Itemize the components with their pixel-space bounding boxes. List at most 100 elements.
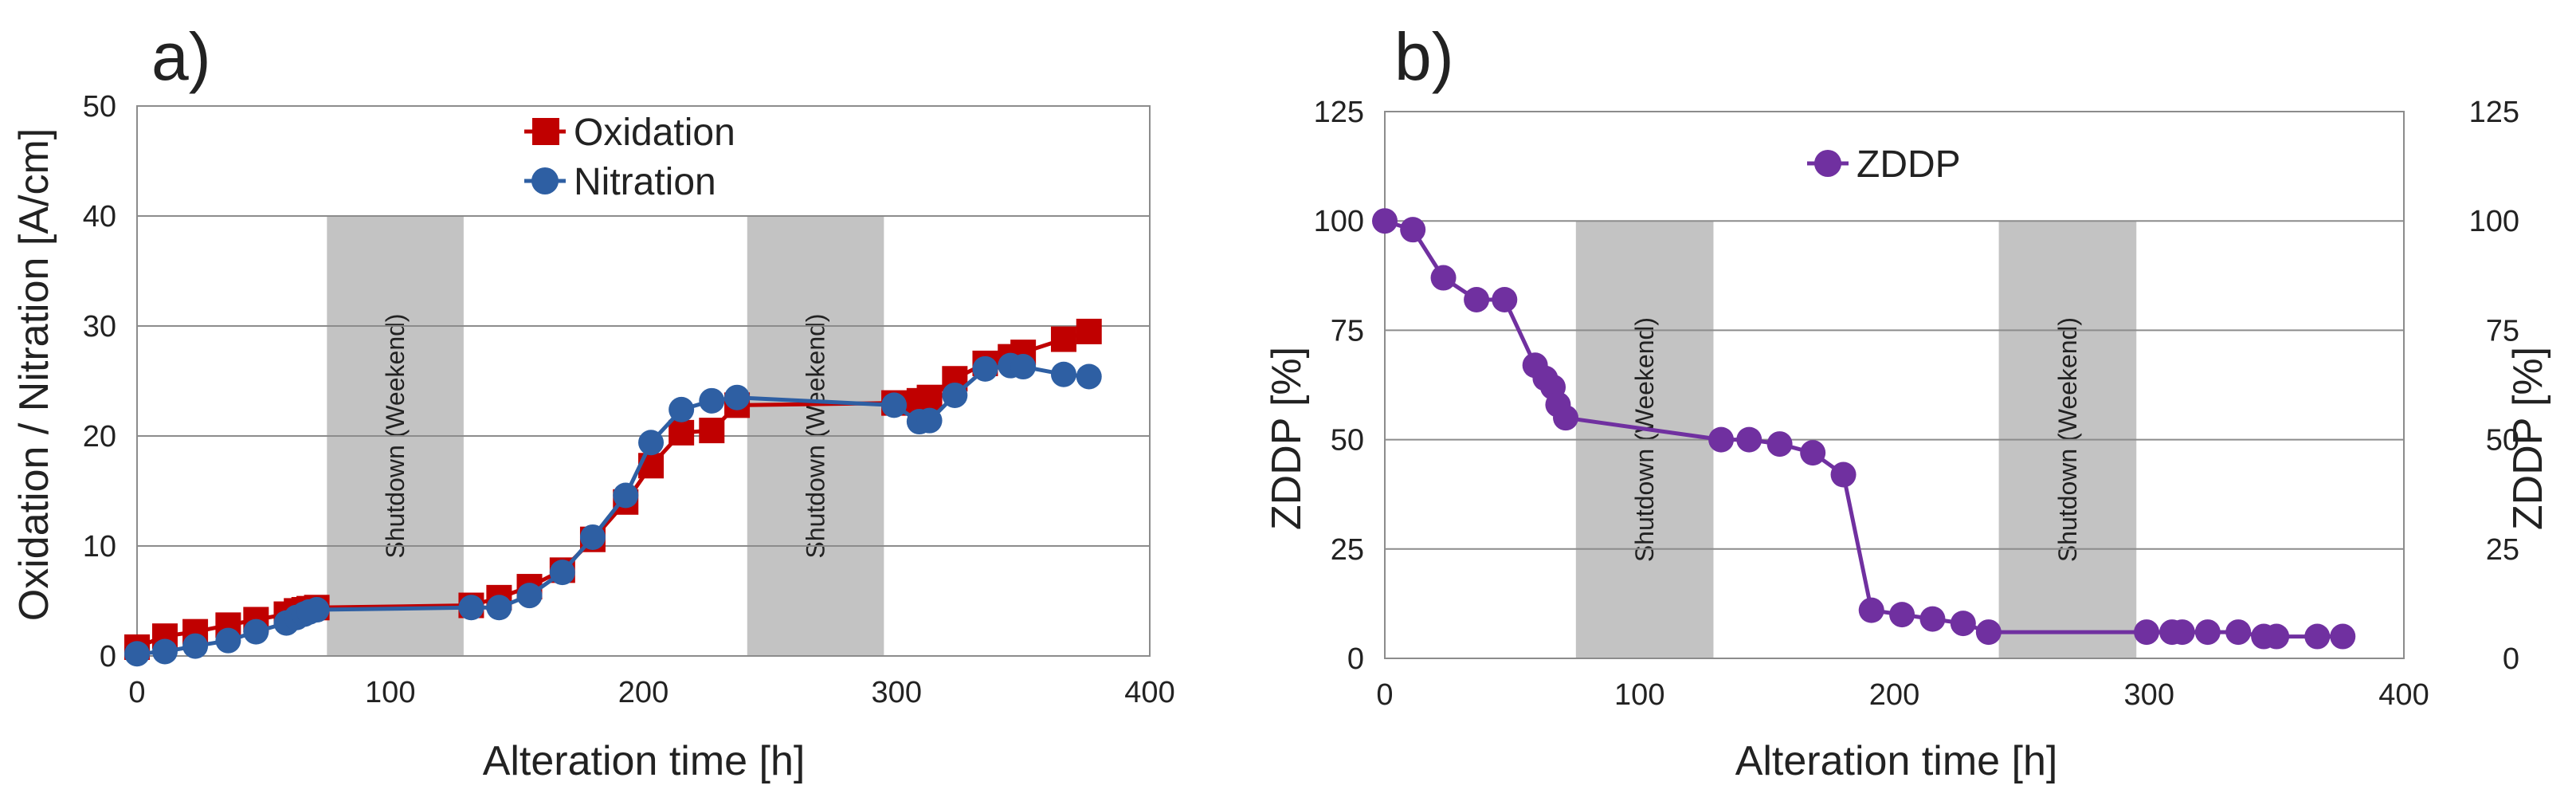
panel-b-zddp-point-4 — [1492, 286, 1518, 312]
panel-b-zddp-point-20 — [2134, 619, 2160, 646]
panel-b-zddp-point-18 — [1950, 611, 1976, 637]
panel-a-oxidation-point-18 — [699, 418, 725, 444]
panel-a-nitration-point-28 — [1076, 363, 1102, 390]
panel-b-zddp-point-3 — [1464, 286, 1490, 312]
panel-b-zddp-point-17 — [1919, 606, 1946, 632]
panel-a-legend-oxidation-label: Oxidation — [574, 112, 735, 154]
panel-b-right-y-tick-label-5: 125 — [2469, 96, 2519, 129]
panel-a-label: a) — [151, 19, 211, 94]
panel-b-y-tick-label-1: 25 — [1331, 533, 1364, 567]
panel-a-legend-oxidation-marker — [532, 118, 559, 145]
panel-a-x-axis-title: Alteration time [h] — [483, 738, 806, 784]
panel-a-nitration-point-10 — [458, 595, 484, 621]
panel-a-nitration-point-0 — [124, 641, 150, 667]
panel-b-gridlines — [1384, 111, 2405, 659]
panel-a-ticks: 0 10 20 30 40 50 0 100 200 300 400 — [83, 90, 1175, 709]
panel-b-zddp-point-24 — [2225, 619, 2252, 646]
panel-b-y-tick-label-0: 0 — [1347, 642, 1364, 676]
panel-a-y-tick-label-2: 20 — [83, 420, 116, 454]
panel-a-nitration-point-9 — [304, 597, 330, 623]
panel-b-x-tick-label-2: 200 — [1869, 678, 1919, 712]
panel-a-oxidation-point-27 — [1050, 326, 1076, 352]
panel-a-nitration-point-24 — [972, 355, 998, 382]
panel-b: b) Alteration time [h] ZDDP [%] ZDDP [%]… — [1264, 19, 2551, 784]
panel-a-nitration-point-17 — [669, 396, 695, 422]
panel-b-zddp-point-10 — [1708, 426, 1735, 453]
panel-a-y-tick-label-1: 10 — [83, 530, 116, 564]
panel-a-y-tick-label-0: 0 — [100, 640, 116, 674]
panel-a-y-axis-title: Oxidation / Nitration [A/cm] — [11, 128, 57, 621]
panel-a-oxidation-point-17 — [669, 419, 695, 446]
panel-a-nitration-point-15 — [613, 482, 639, 509]
panel-b-y-tick-label-2: 50 — [1331, 424, 1364, 458]
panel-a-nitration-point-16 — [638, 430, 665, 456]
panel-b-right-y-tick-label-4: 100 — [2469, 205, 2519, 238]
panel-a-y-tick-label-4: 40 — [83, 200, 116, 234]
panel-b-zddp-point-13 — [1800, 440, 1826, 466]
panel-a-legend-nitration-label: Nitration — [574, 161, 716, 203]
panel-a-x-tick-label-2: 200 — [618, 676, 669, 709]
panel-a-x-tick-label-0: 0 — [128, 676, 145, 709]
panel-b-series — [1372, 208, 2356, 650]
panel-a-x-tick-label-1: 100 — [365, 676, 415, 709]
panel-a-nitration-point-27 — [1050, 361, 1076, 387]
panel-b-zddp-point-1 — [1400, 217, 1426, 243]
panel-b-x-axis-title: Alteration time [h] — [1735, 738, 2058, 784]
panel-a-legend: Oxidation Nitration — [524, 112, 735, 203]
panel-a-nitration-point-4 — [243, 619, 269, 645]
panel-b-zddp-line — [1384, 218, 2343, 639]
panel-b-right-y-tick-label-3: 75 — [2486, 314, 2519, 348]
panel-b-right-y-tick-label-2: 50 — [2486, 424, 2519, 458]
panel-b-y-tick-label-3: 75 — [1331, 314, 1364, 348]
panel-a-y-tick-label-5: 50 — [83, 90, 116, 124]
panel-b-x-tick-label-3: 300 — [2124, 678, 2174, 712]
panel-a-nitration-point-1 — [151, 638, 178, 665]
panel-a-nitration-point-23 — [942, 382, 968, 408]
panel-a-nitration-point-11 — [486, 595, 512, 621]
panel-b-right-y-axis-title: ZDDP [%] — [2505, 347, 2551, 530]
panel-b-right-y-tick-label-0: 0 — [2503, 642, 2519, 676]
panel-a-x-tick-label-4: 400 — [1124, 676, 1174, 709]
panel-b-zddp-point-14 — [1830, 461, 1857, 488]
panel-a-nitration-point-19 — [724, 384, 751, 410]
panel-b-x-tick-label-4: 400 — [2378, 678, 2429, 712]
panel-b-zddp-point-26 — [2264, 623, 2290, 650]
panel-b-zddp-point-22 — [2169, 619, 2195, 646]
panel-a-nitration-point-3 — [215, 627, 241, 654]
panel-a-x-tick-label-3: 300 — [872, 676, 922, 709]
panel-b-zddp-point-27 — [2304, 623, 2331, 650]
panel-b-x-tick-label-1: 100 — [1614, 678, 1664, 712]
panel-a-oxidation-point-28 — [1076, 318, 1102, 344]
panel-b-zddp-point-9 — [1553, 405, 1579, 431]
panel-a-nitration-point-14 — [579, 524, 606, 550]
panel-a-nitration-point-20 — [881, 392, 908, 418]
panel-b-zddp-point-16 — [1889, 602, 1915, 628]
panel-a-y-tick-label-3: 30 — [83, 310, 116, 344]
panel-b-legend-zddp-marker — [1814, 150, 1841, 177]
panel-b-legend: ZDDP — [1807, 143, 1961, 186]
panel-b-zddp-point-2 — [1430, 265, 1457, 291]
panel-b-zddp-point-0 — [1372, 208, 1398, 234]
panel-b-zddp-point-11 — [1736, 426, 1762, 453]
panel-b-zddp-point-12 — [1766, 431, 1793, 458]
panel-b-y-axis-title: ZDDP [%] — [1264, 347, 1310, 530]
panel-b-label: b) — [1394, 19, 1454, 94]
panel-a-nitration-point-2 — [182, 633, 209, 659]
panel-a-series — [124, 318, 1102, 667]
panel-b-zddp-point-15 — [1858, 597, 1884, 623]
panel-b-legend-zddp-label: ZDDP — [1857, 143, 1961, 186]
panel-b-y-tick-label-4: 100 — [1314, 205, 1364, 238]
panel-a-nitration-point-13 — [549, 560, 575, 586]
panel-b-zddp-point-19 — [1975, 619, 2002, 646]
panel-a-nitration-point-12 — [516, 583, 543, 609]
panel-b-zddp-point-23 — [2194, 619, 2221, 646]
panel-a-nitration-point-18 — [699, 387, 725, 414]
panel-a: a) Alteration time [h] Oxidation / Nitra… — [11, 19, 1175, 784]
panel-b-y-tick-label-5: 125 — [1314, 96, 1364, 129]
panel-b-right-y-tick-label-1: 25 — [2486, 533, 2519, 567]
panel-b-zddp-point-28 — [2330, 623, 2356, 650]
panel-b-plot-frame — [1384, 111, 2405, 659]
panel-a-legend-nitration-marker — [531, 167, 559, 194]
